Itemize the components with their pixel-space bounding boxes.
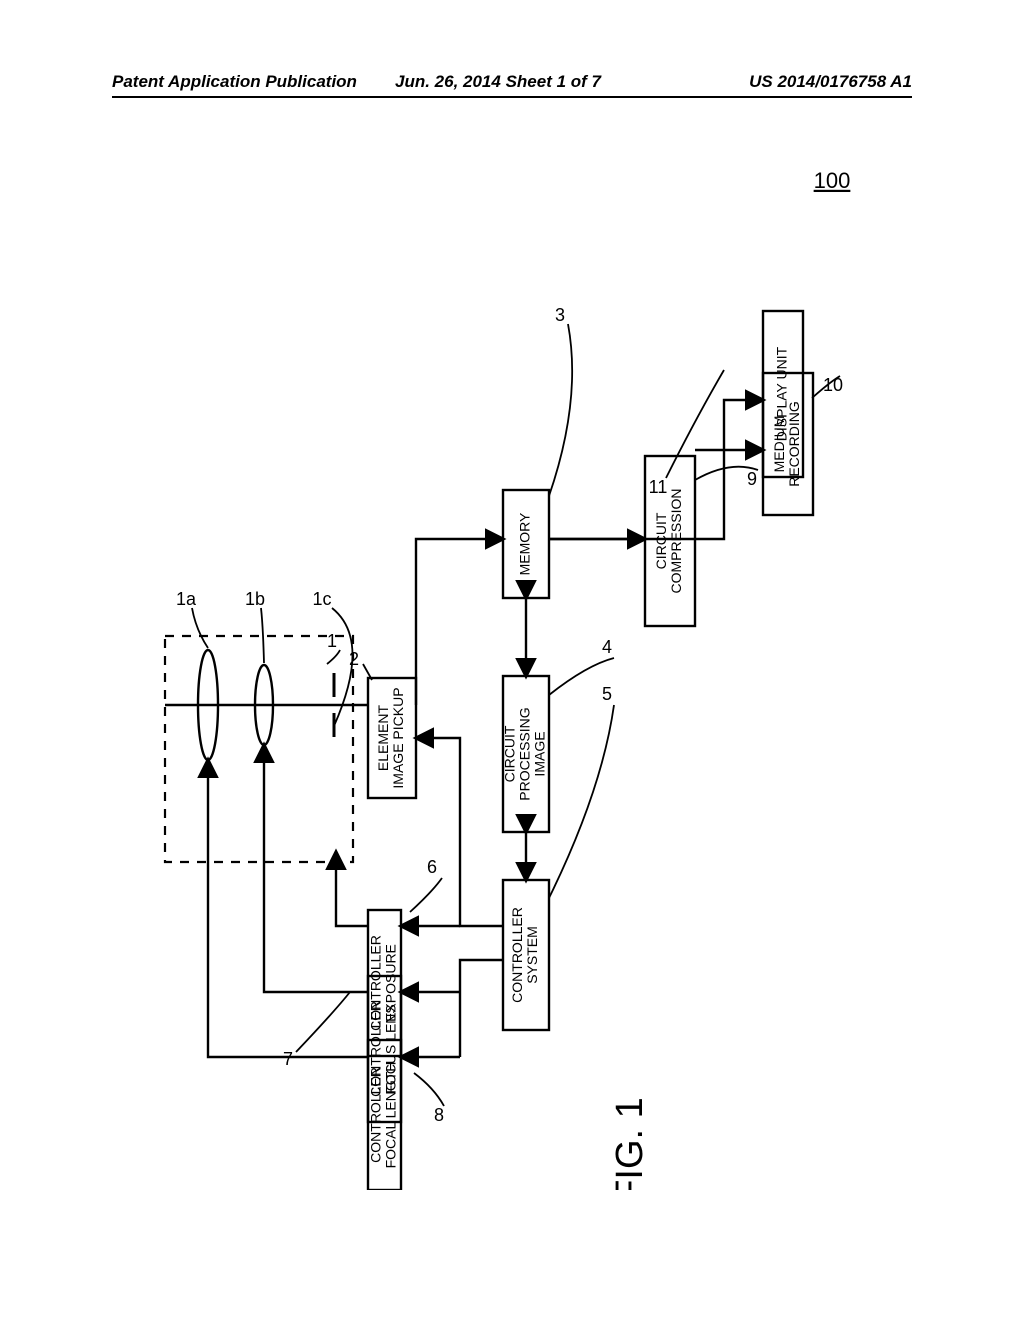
svg-text:CIRCUIT: CIRCUIT (653, 512, 669, 569)
svg-text:100: 100 (814, 168, 851, 193)
svg-text:CIRCUIT: CIRCUIT (502, 725, 518, 782)
svg-text:COMPRESSION: COMPRESSION (668, 488, 684, 593)
svg-text:1: 1 (327, 631, 337, 651)
svg-text:2: 2 (349, 649, 359, 669)
svg-text:IMAGE: IMAGE (532, 731, 548, 776)
svg-text:4: 4 (602, 637, 612, 657)
header-mid: Jun. 26, 2014 Sheet 1 of 7 (395, 72, 601, 92)
svg-text:1a: 1a (176, 589, 197, 609)
svg-text:9: 9 (747, 469, 757, 489)
header-left: Patent Application Publication (112, 72, 357, 92)
page: Patent Application Publication Jun. 26, … (0, 0, 1024, 1320)
svg-text:3: 3 (555, 305, 565, 325)
svg-text:CONTROLLER: CONTROLLER (509, 907, 525, 1003)
svg-text:CONTROLLER: CONTROLLER (368, 1067, 384, 1163)
svg-text:ELEMENT: ELEMENT (375, 704, 391, 771)
svg-text:7: 7 (283, 1049, 293, 1069)
svg-text:FIG. 1: FIG. 1 (609, 1097, 651, 1190)
svg-text:DISPLAY UNIT: DISPLAY UNIT (774, 346, 790, 441)
svg-text:FOCAL LENGTH: FOCAL LENGTH (383, 1062, 399, 1169)
svg-text:1b: 1b (245, 589, 265, 609)
svg-text:6: 6 (427, 857, 437, 877)
header-rule (112, 96, 912, 98)
header-right: US 2014/0176758 A1 (749, 72, 912, 92)
svg-text:10: 10 (823, 375, 843, 395)
svg-text:5: 5 (602, 684, 612, 704)
svg-text:8: 8 (434, 1105, 444, 1125)
svg-text:MEMORY: MEMORY (517, 512, 533, 575)
svg-text:PROCESSING: PROCESSING (517, 707, 533, 800)
svg-text:1c: 1c (312, 589, 331, 609)
figure-svg: 100 1a 1b 1c 1 IMAGE PICKUPELEMENT 2 MEMORY 3 IMA… (112, 140, 912, 1190)
svg-text:IMAGE PICKUP: IMAGE PICKUP (390, 687, 406, 788)
svg-text:11: 11 (649, 477, 668, 497)
svg-text:SYSTEM: SYSTEM (524, 926, 540, 984)
